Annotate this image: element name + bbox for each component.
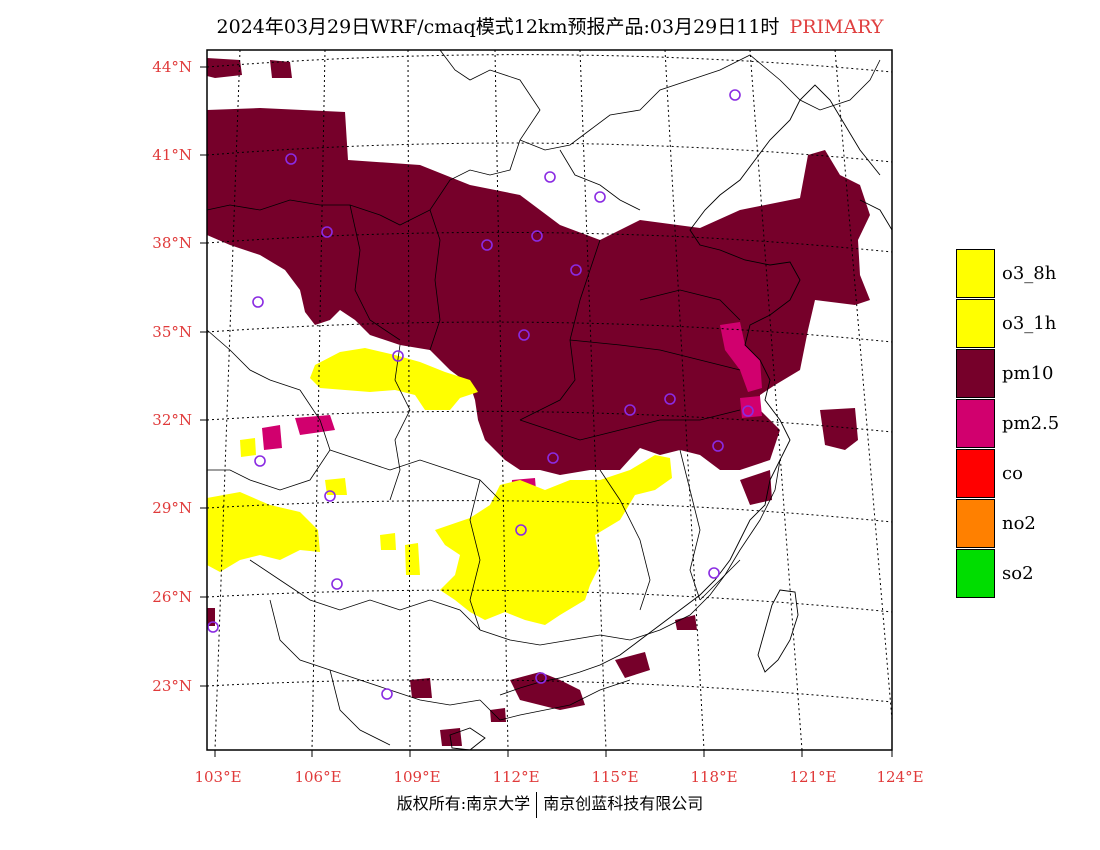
- map-title: 2024年03月29日WRF/cmaq模式12km预报产品:03月29日11时 P…: [0, 12, 1100, 39]
- legend-label: no2: [1002, 513, 1036, 534]
- legend-swatch: [956, 249, 995, 298]
- lon-gridlines: [214, 49, 893, 751]
- station-marker: [712, 440, 724, 452]
- station-marker: [207, 621, 219, 633]
- lat-label: 41°N: [152, 146, 192, 164]
- legend-label: o3_1h: [1002, 313, 1057, 334]
- station-marker: [570, 264, 582, 276]
- station-marker: [594, 191, 606, 203]
- lat-label: 26°N: [152, 588, 192, 606]
- station-marker: [624, 404, 636, 416]
- map-title-text: 2024年03月29日WRF/cmaq模式12km预报产品:03月29日11时: [216, 16, 780, 38]
- lon-label: 124°E: [876, 768, 923, 786]
- legend-label: pm2.5: [1002, 413, 1060, 434]
- lat-label: 29°N: [152, 499, 192, 517]
- station-marker: [481, 239, 493, 251]
- coastline: [449, 84, 893, 751]
- lon-label: 103°E: [194, 768, 241, 786]
- station-marker: [381, 688, 393, 700]
- copyright-right: 南京创蓝科技有限公司: [543, 794, 704, 813]
- legend-item-pm10: pm10: [956, 349, 1096, 399]
- station-marker: [331, 578, 343, 590]
- o3-area: [207, 348, 672, 625]
- legend-item-o3-1h: o3_1h: [956, 299, 1096, 349]
- station-marker: [729, 89, 741, 101]
- legend-item-no2: no2: [956, 499, 1096, 549]
- lon-label: 112°E: [492, 768, 539, 786]
- copyright-left: 版权所有:南京大学: [396, 794, 531, 813]
- legend-swatch: [956, 399, 995, 448]
- station-marker: [664, 393, 676, 405]
- legend-label: pm10: [1002, 363, 1054, 384]
- copyright-footer: 版权所有:南京大学 南京创蓝科技有限公司: [0, 790, 1100, 818]
- station-marker: [254, 455, 266, 467]
- lat-label: 35°N: [152, 323, 192, 341]
- province-boundaries: [206, 49, 881, 746]
- lat-labels: 44°N 41°N 38°N 35°N 32°N 29°N 26°N 23°N: [152, 58, 192, 695]
- station-marker: [324, 490, 336, 502]
- legend-label: so2: [1002, 563, 1034, 584]
- station-marker: [547, 452, 559, 464]
- axis-ticks: [200, 66, 893, 757]
- station-marker: [708, 567, 720, 579]
- station-marker: [518, 329, 530, 341]
- legend-swatch: [956, 449, 995, 498]
- lat-label: 38°N: [152, 234, 192, 252]
- station-marker: [742, 405, 754, 417]
- legend-label: co: [1002, 463, 1023, 484]
- primary-tag: PRIMARY: [789, 16, 884, 38]
- station-marker: [285, 153, 297, 165]
- lon-labels: 103°E 106°E 109°E 112°E 115°E 118°E 121°…: [194, 768, 923, 786]
- lat-label: 44°N: [152, 58, 192, 76]
- legend-swatch: [956, 299, 995, 348]
- legend-item-so2: so2: [956, 549, 1096, 599]
- lon-label: 106°E: [294, 768, 341, 786]
- legend-item-o3-8h: o3_8h: [956, 249, 1096, 299]
- station-marker: [515, 524, 527, 536]
- legend-swatch: [956, 549, 995, 598]
- legend-label: o3_8h: [1002, 263, 1057, 284]
- station-marker: [535, 672, 547, 684]
- station-marker: [544, 171, 556, 183]
- lon-label: 109°E: [393, 768, 440, 786]
- lon-label: 121°E: [789, 768, 836, 786]
- legend-item-co: co: [956, 449, 1096, 499]
- lon-label: 118°E: [690, 768, 737, 786]
- lat-label: 23°N: [152, 677, 192, 695]
- station-marker: [321, 226, 333, 238]
- station-marker: [252, 296, 264, 308]
- legend-swatch: [956, 499, 995, 548]
- station-marker: [392, 350, 404, 362]
- station-markers: [207, 89, 754, 700]
- lon-label: 115°E: [591, 768, 638, 786]
- footer-separator: [536, 791, 538, 818]
- legend-item-pm25: pm2.5: [956, 399, 1096, 449]
- station-marker: [531, 230, 543, 242]
- legend-swatch: [956, 349, 995, 398]
- lat-label: 32°N: [152, 411, 192, 429]
